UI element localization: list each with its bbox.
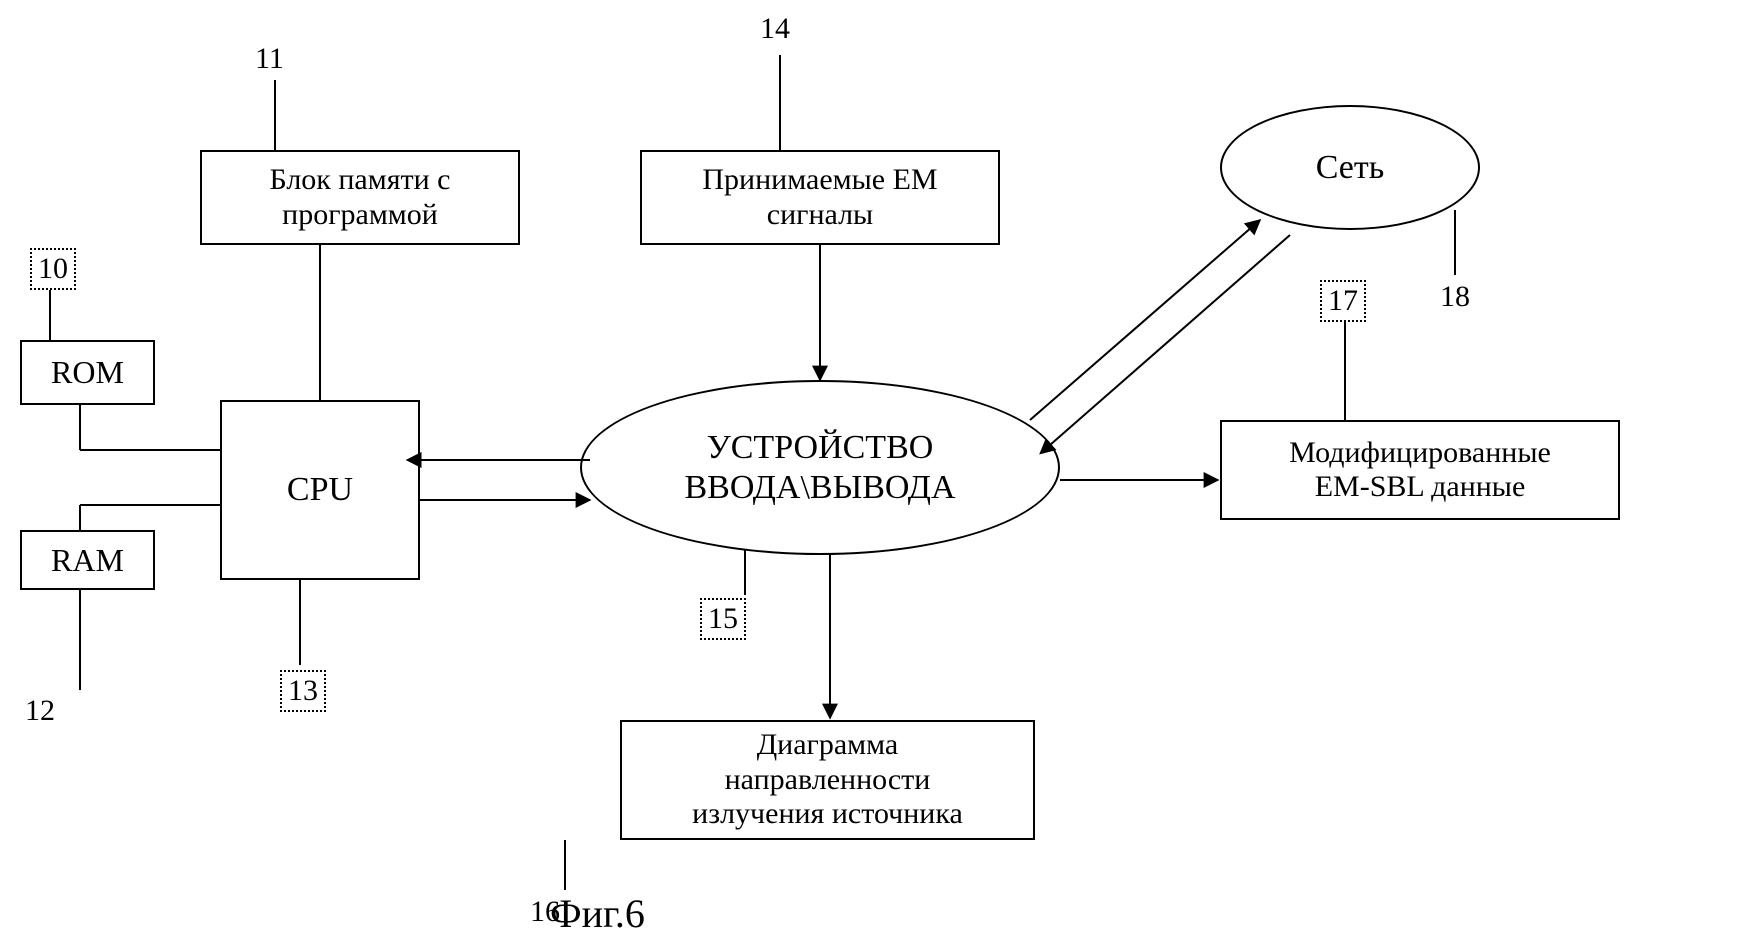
node-ram-label: RAM (51, 542, 124, 579)
edge-io-net-dn (1050, 235, 1290, 445)
ref-18: 18 (1440, 280, 1470, 314)
node-pattern: Диаграмма направленности излучения источ… (620, 720, 1035, 840)
diagram-canvas: { "figure_caption": "Фиг.6", "nodes": { … (0, 0, 1737, 952)
node-cpu: CPU (220, 400, 420, 580)
node-progmem-label: Блок памяти с программой (269, 163, 450, 232)
node-ram: RAM (20, 530, 155, 590)
node-progmem: Блок памяти с программой (200, 150, 520, 245)
node-net-label: Сеть (1316, 148, 1385, 187)
edge-io-net-up (1030, 220, 1260, 420)
ref-14: 14 (760, 12, 790, 46)
ref-13: 13 (280, 670, 326, 712)
node-cpu-label: CPU (287, 470, 353, 509)
node-io-label: УСТРОЙСТВО ВВОДА\ВЫВОДА (684, 428, 955, 506)
node-pattern-label: Диаграмма направленности излучения источ… (692, 728, 963, 832)
node-emsbl-label: Модифицированные EM-SBL данные (1289, 436, 1551, 505)
ref-10: 10 (30, 248, 76, 290)
node-emsbl: Модифицированные EM-SBL данные (1220, 420, 1620, 520)
ref-11: 11 (255, 42, 284, 76)
figure-caption: Фиг.6 (550, 890, 645, 937)
node-rom-label: ROM (51, 354, 124, 391)
node-net: Сеть (1220, 105, 1480, 230)
node-em-in: Принимаемые EM сигналы (640, 150, 1000, 245)
node-em-in-label: Принимаемые EM сигналы (702, 163, 937, 232)
node-io: УСТРОЙСТВО ВВОДА\ВЫВОДА (580, 380, 1060, 555)
ref-17: 17 (1320, 280, 1366, 322)
ref-15: 15 (700, 598, 746, 640)
node-rom: ROM (20, 340, 155, 405)
ref-12: 12 (25, 694, 55, 728)
